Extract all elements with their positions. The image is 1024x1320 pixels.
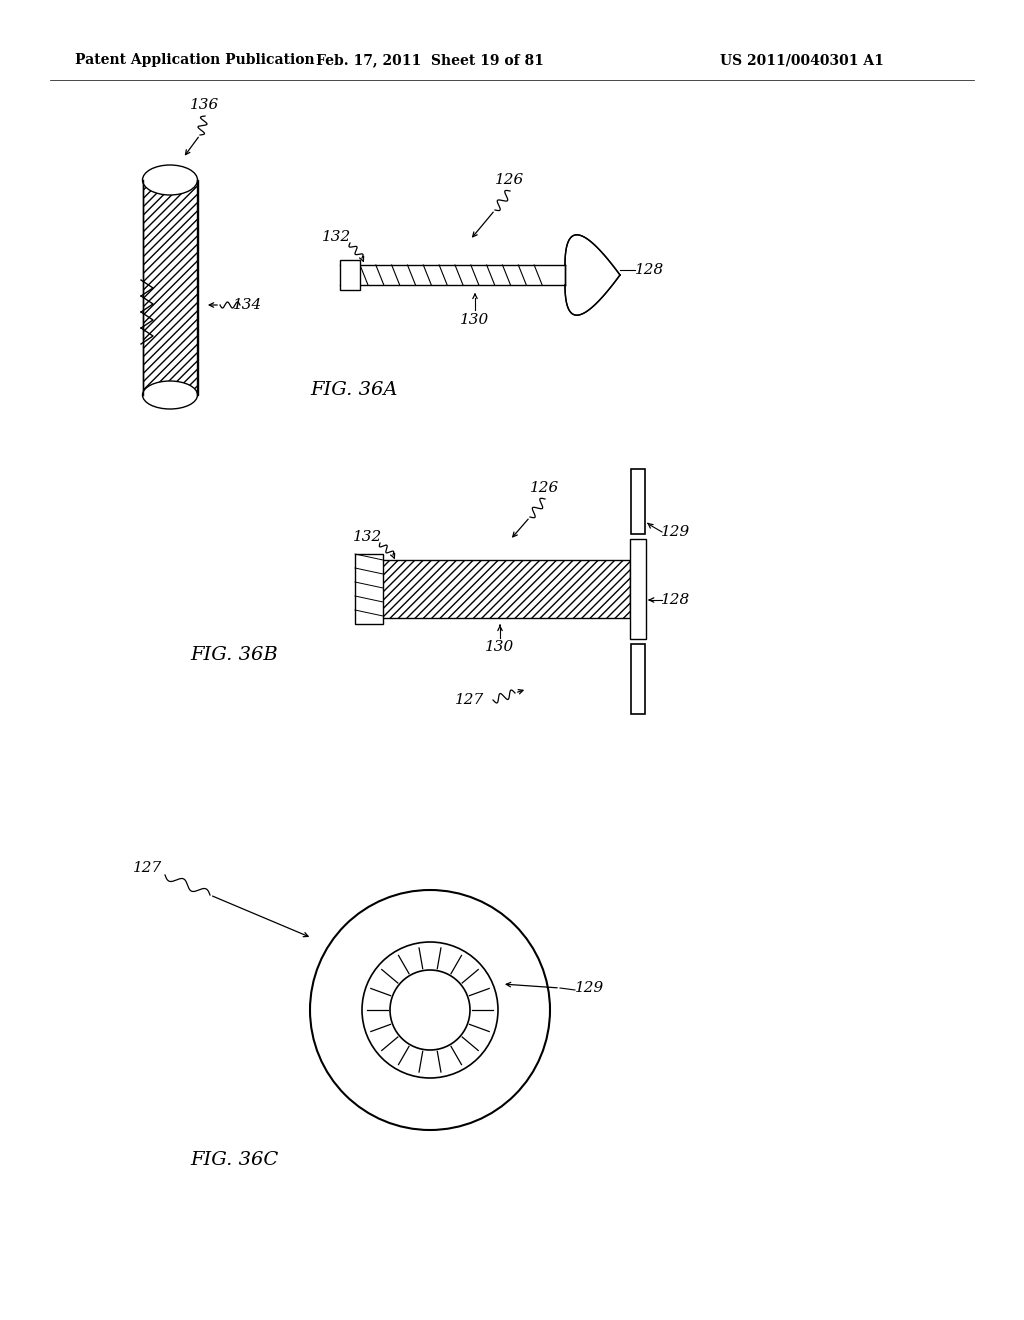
Text: 128: 128 xyxy=(662,593,690,607)
Text: US 2011/0040301 A1: US 2011/0040301 A1 xyxy=(720,53,884,67)
Text: 128: 128 xyxy=(635,263,665,277)
Bar xyxy=(630,539,646,639)
Text: 134: 134 xyxy=(233,298,262,312)
Text: 127: 127 xyxy=(456,693,484,708)
Text: 130: 130 xyxy=(461,313,489,327)
Text: 129: 129 xyxy=(575,981,604,995)
Text: Patent Application Publication: Patent Application Publication xyxy=(75,53,314,67)
Text: 126: 126 xyxy=(530,480,560,495)
Circle shape xyxy=(390,970,470,1049)
Bar xyxy=(143,180,198,395)
Polygon shape xyxy=(565,235,620,315)
Text: 127: 127 xyxy=(133,861,163,875)
Text: 129: 129 xyxy=(662,525,690,539)
Circle shape xyxy=(362,942,498,1078)
Text: Feb. 17, 2011  Sheet 19 of 81: Feb. 17, 2011 Sheet 19 of 81 xyxy=(316,53,544,67)
Circle shape xyxy=(310,890,550,1130)
Text: FIG. 36B: FIG. 36B xyxy=(190,645,278,664)
Text: 130: 130 xyxy=(485,640,515,653)
Text: FIG. 36A: FIG. 36A xyxy=(310,381,397,399)
Text: 132: 132 xyxy=(353,531,383,544)
Ellipse shape xyxy=(142,381,198,409)
Bar xyxy=(631,644,645,714)
Text: 136: 136 xyxy=(190,98,219,112)
Text: 126: 126 xyxy=(496,173,524,187)
Ellipse shape xyxy=(142,165,198,195)
Bar xyxy=(370,560,630,618)
Text: FIG. 36C: FIG. 36C xyxy=(190,1151,279,1170)
Bar xyxy=(340,260,360,290)
Text: 132: 132 xyxy=(323,230,351,244)
Bar xyxy=(631,469,645,535)
Bar xyxy=(355,554,383,624)
